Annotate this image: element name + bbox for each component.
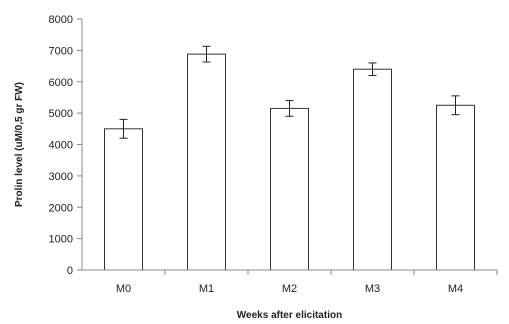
x-tick-label: M4: [448, 283, 463, 295]
error-bar-m0: [119, 118, 128, 139]
error-bar-m3: [368, 62, 377, 76]
bar-m0: [104, 128, 143, 271]
y-tick-label: 2000: [49, 202, 73, 214]
bar-m3: [353, 68, 392, 271]
error-bar-m4: [451, 95, 460, 116]
y-axis-ticks: 0 1000 2000 3000 4000 5000 6000 7000 8000: [49, 14, 82, 277]
bars: [104, 53, 475, 271]
y-tick-label: 1000: [49, 234, 73, 246]
y-tick-label: 3000: [49, 171, 73, 183]
error-bar-m2: [285, 100, 294, 117]
y-tick-label: 6000: [49, 77, 73, 89]
y-tick-label: 8000: [49, 14, 73, 26]
x-tick-label: M1: [199, 283, 214, 295]
bar-m1: [187, 53, 226, 271]
x-tick-label: M2: [282, 283, 297, 295]
y-tick-label: 5000: [49, 108, 73, 120]
y-tick-label: 0: [67, 265, 73, 277]
error-bars: [119, 45, 460, 139]
x-axis-ticks: M0 M1 M2 M3 M4: [116, 270, 498, 295]
x-axis-title: Weeks after elicitation: [237, 310, 342, 321]
y-tick-label: 4000: [49, 140, 73, 152]
bar-m2: [270, 107, 309, 271]
y-axis-title: Prolin level (uM/0,5 gr FW): [14, 82, 25, 207]
x-tick-label: M0: [116, 283, 131, 295]
x-tick-label: M3: [365, 283, 380, 295]
y-tick-label: 7000: [49, 45, 73, 57]
error-bar-m1: [202, 45, 211, 63]
bar-m4: [436, 104, 475, 271]
